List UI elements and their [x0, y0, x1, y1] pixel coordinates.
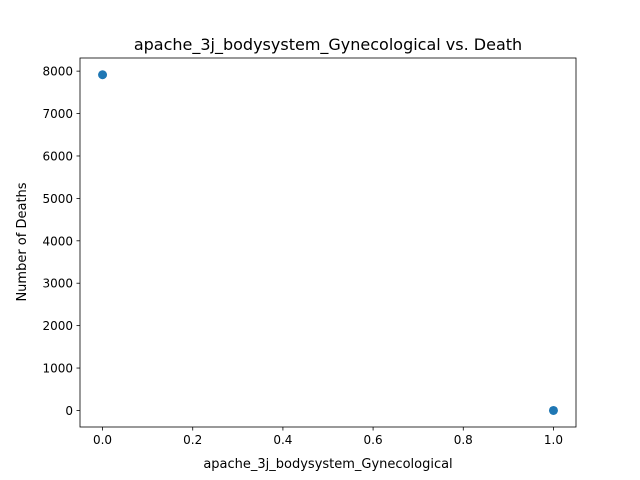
x-tick-label-0: 0.0: [93, 433, 112, 447]
axes-frame: [79, 57, 577, 428]
y-tick-label-2: 2000: [42, 319, 73, 333]
x-tick-label-4: 0.8: [454, 433, 473, 447]
y-tick-label-5: 5000: [42, 192, 73, 206]
y-tick-label-6: 6000: [42, 149, 73, 163]
y-axis-label: Number of Deaths: [15, 182, 30, 301]
x-tick-label-2: 0.4: [273, 433, 292, 447]
plot-area: 0.0 0.2 0.4 0.6 0.8 1.0 0 1000 2000 3000 4000 5000 6…: [42, 57, 577, 447]
y-tick-label-4: 4000: [42, 234, 73, 248]
x-tick-label-3: 0.6: [364, 433, 383, 447]
y-tick-label-1: 1000: [42, 362, 73, 376]
y-tick-label-8: 8000: [42, 65, 73, 79]
x-axis-label: apache_3j_bodysystem_Gynecological: [203, 457, 452, 472]
chart-title: apache_3j_bodysystem_Gynecological vs. D…: [134, 35, 522, 55]
data-point-1: [548, 405, 558, 415]
y-tick-label-7: 7000: [42, 107, 73, 121]
y-tick-label-0: 0: [65, 404, 73, 418]
x-tick-label-1: 0.2: [183, 433, 202, 447]
data-point-0: [98, 70, 108, 80]
x-tick-label-5: 1.0: [544, 433, 563, 447]
y-tick-label-3: 3000: [42, 277, 73, 291]
